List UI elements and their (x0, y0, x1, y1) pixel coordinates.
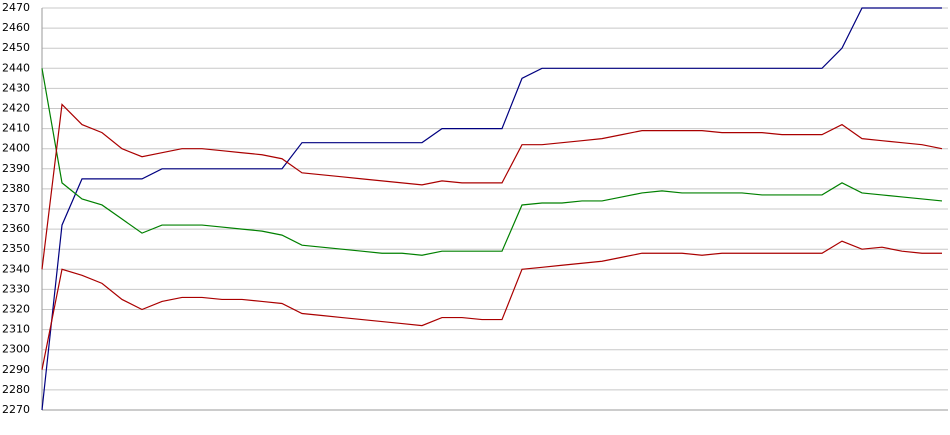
y-tick-label: 2360 (2, 222, 30, 235)
y-tick-label: 2470 (2, 1, 30, 14)
y-tick-label: 2270 (2, 403, 30, 416)
series-line (41, 68, 943, 256)
y-tick-label: 2340 (2, 262, 30, 275)
y-tick-label: 2410 (2, 122, 30, 135)
series-line (41, 103, 943, 270)
y-tick-label: 2380 (2, 182, 30, 195)
y-tick-label: 2400 (2, 142, 30, 155)
y-tick-label: 2370 (2, 202, 30, 215)
y-tick-label: 2390 (2, 162, 30, 175)
series-line (41, 240, 942, 370)
y-tick-label: 2330 (2, 282, 30, 295)
y-tick-label: 2300 (2, 343, 30, 356)
y-tick-label: 2350 (2, 242, 30, 255)
y-tick-label: 2280 (2, 383, 30, 396)
series-line (41, 7, 942, 411)
y-tick-label: 2310 (2, 323, 30, 336)
y-tick-label: 2460 (2, 21, 30, 34)
y-tick-label: 2320 (2, 303, 30, 316)
y-tick-label: 2290 (2, 363, 30, 376)
y-tick-label: 2450 (2, 41, 30, 54)
y-tick-label: 2420 (2, 102, 30, 115)
y-tick-label: 2440 (2, 61, 30, 74)
y-tick-label: 2430 (2, 81, 30, 94)
